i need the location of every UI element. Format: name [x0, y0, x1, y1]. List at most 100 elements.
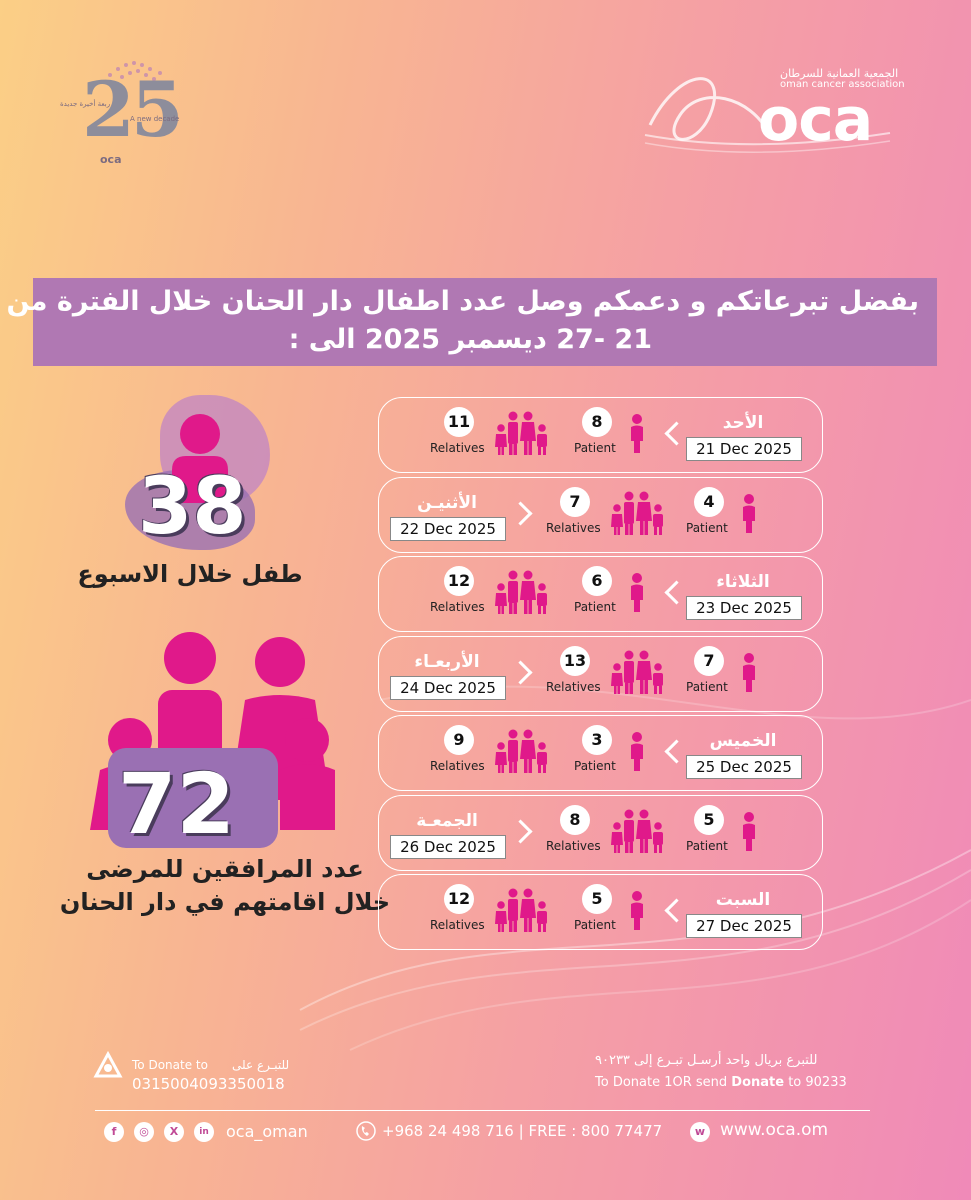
- sms-donate-suffix: to 90233: [784, 1075, 847, 1090]
- footer-divider: [95, 1110, 870, 1111]
- relatives-label: Relatives: [430, 441, 485, 455]
- day-row-frame: [378, 397, 823, 473]
- facebook-icon[interactable]: f: [104, 1122, 124, 1142]
- sms-donate-en: To Donate 1OR send Donate to 90233: [595, 1075, 847, 1090]
- relatives-count: 13: [560, 645, 590, 676]
- anniversary-text-en: A new decade: [130, 115, 180, 123]
- relatives-label: Relatives: [430, 918, 485, 932]
- companions-label-2: خلال اقامتهم في دار الحنان: [59, 888, 391, 916]
- patient-icon: [626, 731, 648, 775]
- family-icon: [608, 809, 666, 857]
- day-date: 27 Dec 2025: [686, 914, 802, 938]
- x-icon[interactable]: X: [164, 1122, 184, 1142]
- day-row-frame: [378, 635, 823, 712]
- relatives-label: Relatives: [430, 600, 485, 614]
- children-count: 38: [138, 462, 247, 552]
- day-row-frame: [378, 715, 823, 791]
- relatives-label: Relatives: [546, 838, 601, 853]
- day-date: 21 Dec 2025: [686, 437, 802, 461]
- oca-name-ar: الجمعية العمانية للسرطان: [780, 67, 899, 80]
- bank-account-number: 0315004093350018: [132, 1075, 285, 1093]
- relatives-count: 12: [444, 884, 474, 914]
- day-row-frame: [378, 794, 823, 871]
- day-name: السبت: [715, 890, 771, 910]
- family-icon: [608, 491, 666, 539]
- patient-icon: [738, 811, 760, 855]
- oca-mark: oca: [758, 85, 873, 155]
- oca-name-en: oman cancer association: [780, 79, 905, 90]
- day-date: 26 Dec 2025: [390, 834, 506, 859]
- patient-count: 5: [694, 804, 724, 835]
- family-icon: [492, 570, 550, 618]
- day-name: الجمعـة: [416, 810, 478, 831]
- banner-line-2: 21 -27 ديسمبر 2025 الى :: [288, 324, 652, 355]
- child-person-icon: [172, 414, 228, 503]
- anniversary-org: oca: [100, 153, 122, 166]
- day-name: الأحد: [722, 413, 764, 433]
- banner-line-1: بفضل تبرعاتكم و دعمكم وصل عدد اطفال دار …: [6, 286, 919, 317]
- patient-icon: [738, 652, 760, 696]
- companions-blob: [108, 748, 278, 848]
- patient-count: 7: [694, 645, 724, 676]
- patient-label: Patient: [686, 838, 728, 853]
- relatives-label: Relatives: [430, 759, 485, 773]
- companions-count: 72: [118, 755, 235, 853]
- anniversary-logo: 25 ربعة أخيرة جديدة A new decade oca: [60, 55, 184, 175]
- family-icon: [492, 888, 550, 936]
- day-date: 23 Dec 2025: [686, 596, 802, 620]
- phone-numbers[interactable]: +968 24 498 716 | FREE : 800 77477: [382, 1122, 663, 1140]
- relatives-label: Relatives: [546, 679, 601, 694]
- ribbon-dots-icon: [108, 61, 162, 81]
- patient-label: Patient: [574, 918, 616, 932]
- family-icon: [608, 650, 666, 698]
- family-icon: [492, 729, 550, 777]
- sms-donate-keyword: Donate: [731, 1075, 785, 1090]
- website-icon: w: [690, 1122, 710, 1142]
- bank-logo-icon: [93, 1050, 123, 1078]
- day-date: 25 Dec 2025: [686, 755, 802, 779]
- patient-icon: [626, 413, 648, 457]
- patient-label: Patient: [574, 600, 616, 614]
- phone-icon: [356, 1121, 376, 1141]
- day-name: الخميس: [709, 731, 777, 751]
- instagram-icon[interactable]: ◎: [134, 1122, 154, 1142]
- social-handle[interactable]: oca_oman: [226, 1122, 308, 1141]
- day-row-frame: [378, 874, 823, 950]
- children-label: طفل خلال الاسبوع: [77, 560, 303, 588]
- day-name: الأربعـاء: [414, 651, 480, 672]
- title-banner: بفضل تبرعاتكم و دعمكم وصل عدد اطفال دار …: [6, 278, 937, 366]
- patient-icon: [626, 890, 648, 934]
- relatives-label: Relatives: [546, 520, 601, 535]
- patient-count: 3: [582, 725, 612, 755]
- patient-icon: [738, 493, 760, 537]
- patient-label: Patient: [574, 759, 616, 773]
- patient-count: 6: [582, 566, 612, 596]
- relatives-count: 9: [444, 725, 474, 755]
- ribbon-swirl-icon: [644, 77, 891, 153]
- relatives-count: 12: [444, 566, 474, 596]
- linkedin-icon[interactable]: in: [194, 1122, 214, 1142]
- donate-label-ar: للتبـرع على: [232, 1058, 290, 1072]
- patient-label: Patient: [574, 441, 616, 455]
- day-date: 24 Dec 2025: [390, 675, 506, 700]
- patient-label: Patient: [686, 520, 728, 535]
- day-row-frame: [378, 476, 823, 553]
- day-row-frame: [378, 556, 823, 632]
- sms-donate-ar: للتبرع بريال واحد أرسـل تبـرع إلى ٩٠٢٣٣: [595, 1053, 818, 1068]
- day-date: 22 Dec 2025: [390, 516, 506, 541]
- day-name: الثلاثاء: [716, 572, 770, 592]
- anniversary-text-ar: ربعة أخيرة جديدة: [60, 100, 111, 108]
- companions-label-1: عدد المرافقين للمرضى: [86, 855, 364, 883]
- patient-count: 8: [582, 407, 612, 437]
- oca-logo: الجمعية العمانية للسرطان oman cancer ass…: [640, 55, 905, 165]
- patient-icon: [626, 572, 648, 616]
- sms-donate-prefix: To Donate 1OR send: [595, 1075, 732, 1090]
- patient-label: Patient: [686, 679, 728, 694]
- relatives-count: 11: [444, 407, 474, 437]
- patient-count: 4: [694, 486, 724, 517]
- website-link[interactable]: www.oca.om: [720, 1120, 829, 1140]
- family-icon: [492, 411, 550, 459]
- relatives-count: 7: [560, 486, 590, 517]
- donate-label-en: To Donate to: [132, 1058, 208, 1072]
- relatives-count: 8: [560, 804, 590, 835]
